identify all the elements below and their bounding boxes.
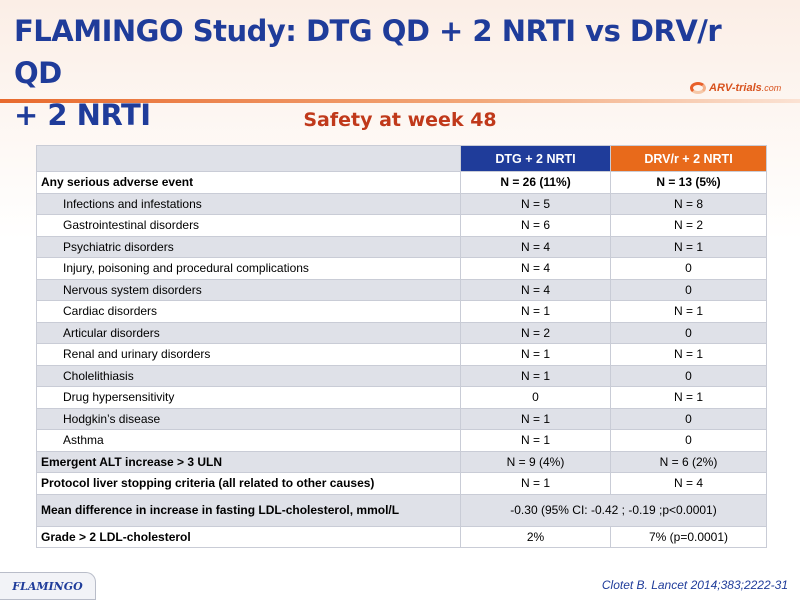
drv-value: 0: [610, 364, 767, 387]
table-row: Any serious adverse event N = 26 (11%) N…: [36, 171, 767, 194]
drv-value: N = 8: [610, 192, 767, 215]
slide-subtitle: Safety at week 48: [303, 109, 497, 131]
title-divider: [0, 99, 800, 103]
row-label: Psychiatric disorders: [36, 235, 461, 258]
row-label: Cardiac disorders: [36, 300, 461, 323]
dtg-value: N = 4: [460, 257, 611, 280]
row-label: Cholelithiasis: [36, 364, 461, 387]
drv-value: 0: [610, 429, 767, 452]
drv-value: 0: [610, 321, 767, 344]
row-label: Grade > 2 LDL-cholesterol: [36, 525, 461, 548]
dtg-value: N = 1: [460, 343, 611, 366]
logo-text: ARV-trials: [709, 82, 762, 94]
logo-domain: .com: [761, 83, 782, 93]
table-row: Emergent ALT increase > 3 ULN N = 9 (4%)…: [36, 450, 767, 473]
header-empty-cell: [36, 145, 461, 172]
drv-value: 7% (p=0.0001): [610, 525, 767, 548]
row-label: Drug hypersensitivity: [36, 386, 461, 409]
drv-value: N = 1: [610, 300, 767, 323]
drv-value: N = 1: [610, 386, 767, 409]
drv-value: 0: [610, 278, 767, 301]
table-row: Drug hypersensitivity 0 N = 1: [36, 386, 767, 409]
header-drv: DRV/r + 2 NRTI: [610, 145, 767, 172]
drv-value: N = 1: [610, 235, 767, 258]
row-label: Nervous system disorders: [36, 278, 461, 301]
row-label: Gastrointestinal disorders: [36, 214, 461, 237]
drv-value: N = 4: [610, 472, 767, 495]
swirl-icon: [690, 82, 706, 94]
dtg-value: 0: [460, 386, 611, 409]
table-row: Renal and urinary disorders N = 1 N = 1: [36, 343, 767, 366]
row-label: Emergent ALT increase > 3 ULN: [36, 450, 461, 473]
drv-value: N = 1: [610, 343, 767, 366]
row-label: Mean difference in increase in fasting L…: [36, 493, 461, 527]
drv-value: N = 6 (2%): [610, 450, 767, 473]
merged-value: -0.30 (95% CI: -0.42 ; -0.19 ;p<0.0001): [460, 493, 767, 527]
row-label: Any serious adverse event: [36, 171, 461, 194]
dtg-value: N = 1: [460, 407, 611, 430]
row-label: Hodgkin’s disease: [36, 407, 461, 430]
table-row: Infections and infestations N = 5 N = 8: [36, 192, 767, 215]
title-line-2: + 2 NRTI: [14, 98, 151, 132]
dtg-value: N = 5: [460, 192, 611, 215]
row-label: Infections and infestations: [36, 192, 461, 215]
row-label: Injury, poisoning and procedural complic…: [36, 257, 461, 280]
row-label: Protocol liver stopping criteria (all re…: [36, 472, 461, 495]
drv-value: 0: [610, 257, 767, 280]
slide-title: FLAMINGO Study: DTG QD + 2 NRTI vs DRV/r…: [14, 10, 774, 136]
dtg-value: N = 6: [460, 214, 611, 237]
dtg-value: N = 9 (4%): [460, 450, 611, 473]
table-row: Gastrointestinal disorders N = 6 N = 2: [36, 214, 767, 237]
dtg-value: N = 1: [460, 429, 611, 452]
safety-table: DTG + 2 NRTI DRV/r + 2 NRTI Any serious …: [36, 145, 767, 548]
dtg-value: N = 2: [460, 321, 611, 344]
table-row: Grade > 2 LDL-cholesterol 2% 7% (p=0.000…: [36, 525, 767, 548]
table-row: Hodgkin’s disease N = 1 0: [36, 407, 767, 430]
flamingo-footer-badge: FLAMINGO: [0, 572, 96, 600]
dtg-value: N = 1: [460, 472, 611, 495]
citation: Clotet B. Lancet 2014;383;2222-31: [601, 578, 788, 592]
row-label: Asthma: [36, 429, 461, 452]
dtg-value: 2%: [460, 525, 611, 548]
header-dtg: DTG + 2 NRTI: [460, 145, 611, 172]
table-row: Mean difference in increase in fasting L…: [36, 493, 767, 527]
dtg-value: N = 4: [460, 278, 611, 301]
drv-value: N = 2: [610, 214, 767, 237]
table-header-row: DTG + 2 NRTI DRV/r + 2 NRTI: [36, 145, 767, 172]
table-row: Cardiac disorders N = 1 N = 1: [36, 300, 767, 323]
dtg-value: N = 1: [460, 300, 611, 323]
drv-value: 0: [610, 407, 767, 430]
drv-value: N = 13 (5%): [610, 171, 767, 194]
table-row: Psychiatric disorders N = 4 N = 1: [36, 235, 767, 258]
table-row: Cholelithiasis N = 1 0: [36, 364, 767, 387]
table-row: Asthma N = 1 0: [36, 429, 767, 452]
row-label: Renal and urinary disorders: [36, 343, 461, 366]
row-label: Articular disorders: [36, 321, 461, 344]
dtg-value: N = 1: [460, 364, 611, 387]
table-row: Injury, poisoning and procedural complic…: [36, 257, 767, 280]
table-row: Protocol liver stopping criteria (all re…: [36, 472, 767, 495]
table-row: Articular disorders N = 2 0: [36, 321, 767, 344]
arv-trials-logo: ARV-trials.com: [690, 79, 781, 97]
title-line-1: FLAMINGO Study: DTG QD + 2 NRTI vs DRV/r…: [14, 14, 722, 90]
dtg-value: N = 4: [460, 235, 611, 258]
dtg-value: N = 26 (11%): [460, 171, 611, 194]
table-row: Nervous system disorders N = 4 0: [36, 278, 767, 301]
